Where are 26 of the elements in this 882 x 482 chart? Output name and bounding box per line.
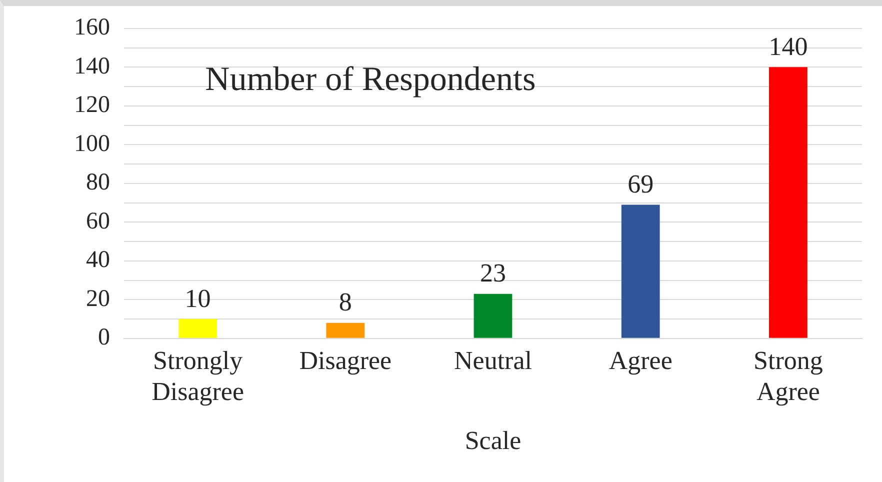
bar	[178, 319, 217, 338]
y-tick-label: 100	[74, 130, 110, 157]
data-label: 69	[628, 170, 654, 199]
y-tick-label: 120	[74, 92, 110, 118]
data-label: 140	[768, 32, 808, 61]
y-tick-label: 20	[86, 286, 110, 312]
x-tick-label: Agree	[608, 346, 672, 375]
x-tick-label: Disagree	[299, 346, 392, 375]
y-tick-label: 80	[86, 170, 110, 196]
bar	[474, 294, 512, 338]
y-tick-label: 0	[98, 324, 110, 351]
text: Number of Respondents	[205, 61, 536, 98]
y-tick-label: 140	[74, 53, 110, 80]
data-label: 8	[338, 288, 352, 317]
y-tick-label: 60	[86, 208, 110, 234]
bar	[326, 322, 365, 338]
data-label: 23	[480, 258, 506, 288]
x-tick-label: Strong Agree	[754, 346, 823, 406]
y-tick-label: 40	[86, 247, 110, 274]
bar	[769, 67, 808, 338]
x-axis-title: Scale	[464, 426, 522, 456]
x-tick-label: Neutral	[454, 346, 532, 375]
x-tick-label: Strongly Disagree	[152, 346, 244, 406]
bar	[621, 204, 660, 338]
y-tick-label: 160	[74, 14, 110, 41]
data-label: 10	[184, 284, 211, 313]
